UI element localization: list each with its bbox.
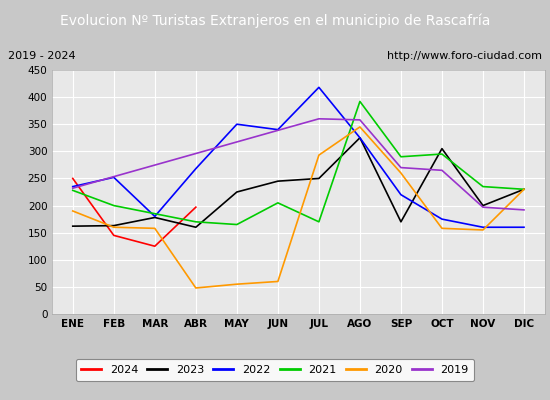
Text: 2019 - 2024: 2019 - 2024 [8,51,76,61]
Text: Evolucion Nº Turistas Extranjeros en el municipio de Rascafría: Evolucion Nº Turistas Extranjeros en el … [60,14,490,28]
Text: http://www.foro-ciudad.com: http://www.foro-ciudad.com [387,51,542,61]
Legend: 2024, 2023, 2022, 2021, 2020, 2019: 2024, 2023, 2022, 2021, 2020, 2019 [76,359,474,381]
